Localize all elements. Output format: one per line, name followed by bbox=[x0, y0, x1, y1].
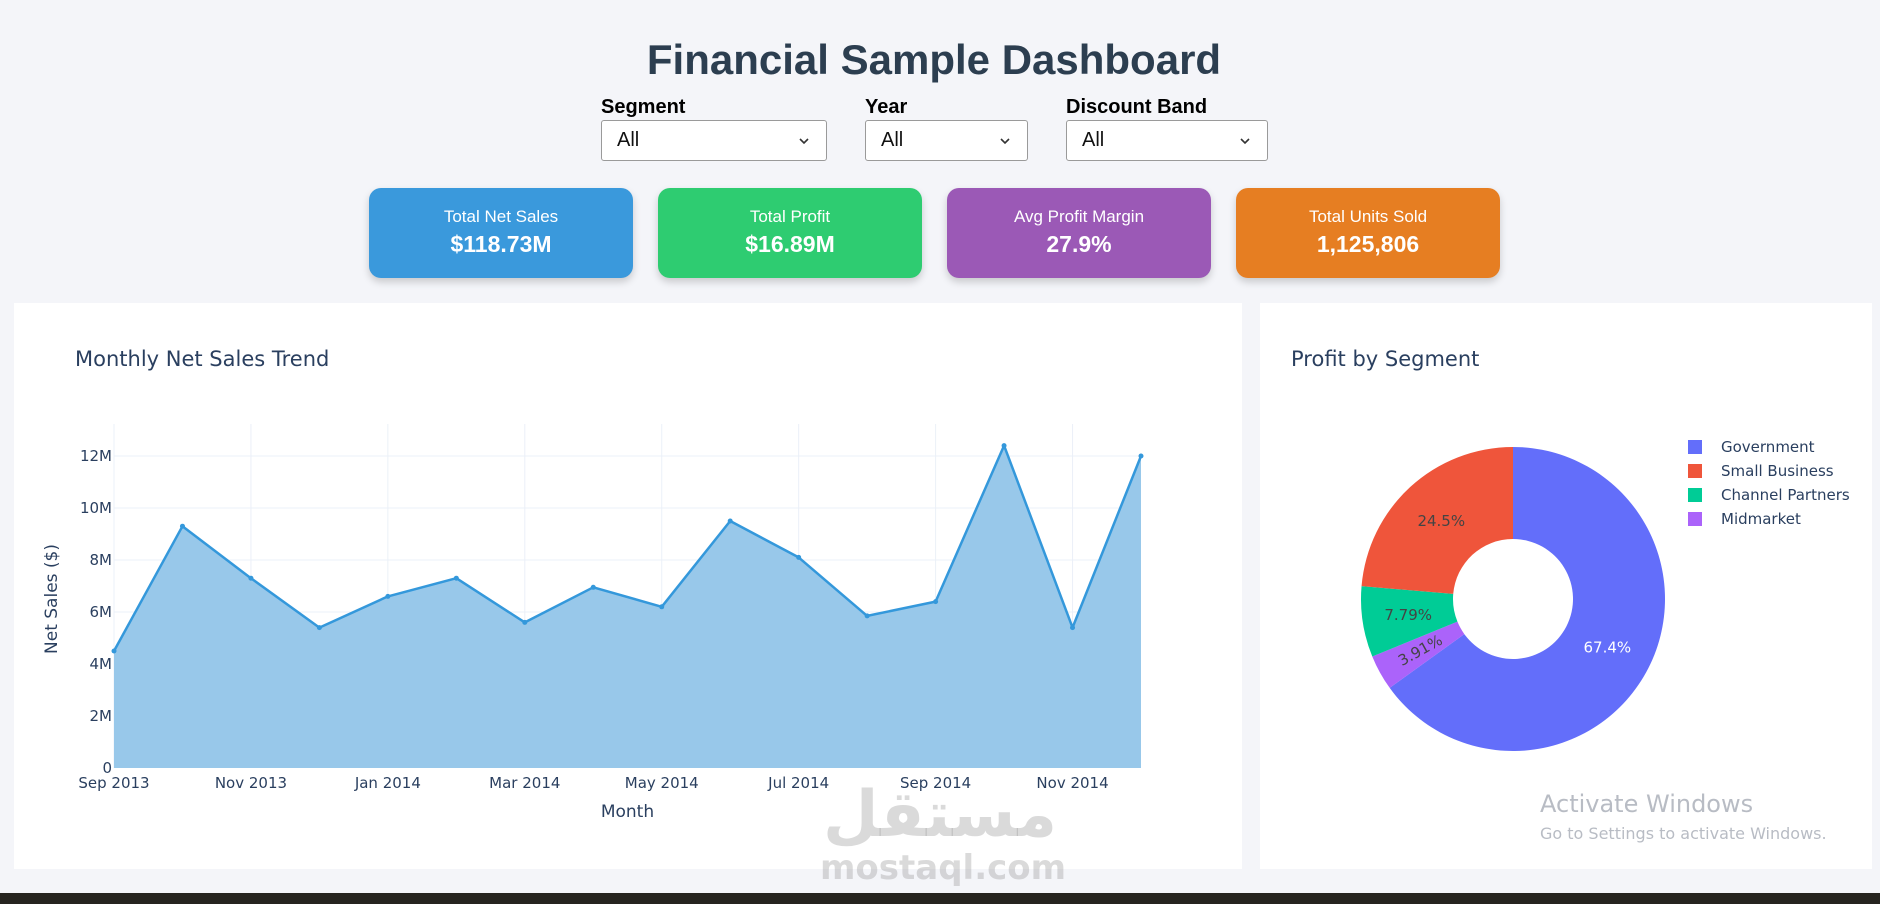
pie-slice bbox=[1389, 447, 1665, 751]
pie-slice bbox=[1361, 586, 1458, 657]
y-tick-label: 6M bbox=[90, 603, 113, 621]
legend-swatch bbox=[1688, 464, 1702, 478]
slice-label: 7.79% bbox=[1384, 606, 1432, 624]
chevron-down-icon bbox=[1240, 137, 1250, 144]
x-tick-label: Sep 2013 bbox=[78, 774, 149, 792]
kpi-label: Total Profit bbox=[749, 207, 831, 226]
year-dropdown[interactable]: All bbox=[865, 120, 1028, 161]
kpi-value: $16.89M bbox=[745, 231, 835, 257]
discount-band-dropdown-value: All bbox=[1082, 129, 1105, 151]
mostaql-watermark: مستقل mostaql.com bbox=[820, 778, 1067, 888]
activate-windows-subtitle: Go to Settings to activate Windows. bbox=[1540, 824, 1827, 843]
x-axis-label: Month bbox=[601, 802, 654, 822]
year-filter: Year All bbox=[865, 96, 1028, 161]
legend-label: Government bbox=[1721, 438, 1815, 456]
segment-filter-label: Segment bbox=[601, 96, 686, 118]
slice-label: 24.5% bbox=[1417, 512, 1465, 530]
sales-trend-panel: Monthly Net Sales Trend 0 2M 4M 6M 8M 10M 12M S… bbox=[14, 303, 1242, 869]
kpi-value: $118.73M bbox=[450, 231, 552, 257]
x-tick-label: Jul 2014 bbox=[767, 774, 829, 792]
profit-segment-panel: Profit by Segment 67.4% 3.91% 7.79% 24.5% Go… bbox=[1260, 303, 1872, 869]
discount-band-dropdown[interactable]: All bbox=[1066, 120, 1268, 161]
discount-band-filter: Discount Band All bbox=[1066, 96, 1268, 161]
x-tick-label: May 2014 bbox=[625, 774, 699, 792]
taskbar bbox=[0, 893, 1880, 904]
y-tick-label: 0 bbox=[102, 759, 112, 777]
data-point bbox=[385, 593, 391, 599]
segment-filter: Segment All bbox=[601, 96, 827, 161]
area-fill bbox=[114, 445, 1141, 768]
y-tick-label: 2M bbox=[90, 707, 113, 725]
kpi-total-units-sold: Total Units Sold 1,125,806 bbox=[1236, 188, 1500, 278]
x-tick-label: Nov 2013 bbox=[215, 774, 287, 792]
kpi-total-net-sales: Total Net Sales $118.73M bbox=[369, 188, 633, 278]
chevron-down-icon bbox=[1000, 137, 1010, 144]
pie-slice bbox=[1372, 621, 1465, 688]
year-filter-label: Year bbox=[865, 96, 908, 118]
y-tick-label: 4M bbox=[90, 655, 113, 673]
legend-swatch bbox=[1688, 488, 1702, 502]
y-tick-label: 12M bbox=[80, 447, 112, 465]
data-point bbox=[1001, 443, 1007, 449]
segment-dropdown[interactable]: All bbox=[601, 120, 827, 161]
data-point bbox=[111, 648, 117, 654]
legend-label: Small Business bbox=[1721, 462, 1834, 480]
data-point bbox=[522, 619, 528, 625]
page-title: Financial Sample Dashboard bbox=[646, 36, 1222, 83]
y-tick-label: 8M bbox=[90, 551, 113, 569]
sales-trend-chart[interactable]: 0 2M 4M 6M 8M 10M 12M Sep 2013 Nov 2013 Jan 2014 M… bbox=[14, 303, 1242, 869]
kpi-label: Avg Profit Margin bbox=[1013, 207, 1145, 226]
watermark-latin: mostaql.com bbox=[820, 848, 1067, 888]
data-point bbox=[933, 599, 939, 605]
data-point bbox=[179, 523, 185, 529]
discount-band-filter-label: Discount Band bbox=[1066, 96, 1208, 118]
x-tick-label: Mar 2014 bbox=[489, 774, 560, 792]
kpi-label: Total Units Sold bbox=[1308, 207, 1428, 226]
data-point bbox=[659, 604, 665, 610]
y-tick-label: 10M bbox=[80, 499, 112, 517]
data-point bbox=[1070, 625, 1076, 631]
legend-swatch bbox=[1688, 512, 1702, 526]
legend-label: Channel Partners bbox=[1721, 486, 1850, 504]
data-point bbox=[1138, 453, 1144, 459]
data-point bbox=[248, 575, 254, 581]
x-tick-label: Nov 2014 bbox=[1036, 774, 1108, 792]
data-point bbox=[727, 518, 733, 524]
pie-slice bbox=[1361, 447, 1513, 594]
x-tick-label: Sep 2014 bbox=[900, 774, 971, 792]
kpi-value: 27.9% bbox=[1046, 231, 1112, 257]
kpi-label: Total Net Sales bbox=[443, 207, 559, 226]
kpi-value: 1,125,806 bbox=[1316, 231, 1420, 257]
segment-dropdown-value: All bbox=[617, 129, 640, 151]
profit-segment-title: Profit by Segment bbox=[1291, 347, 1480, 371]
series-line bbox=[112, 444, 1143, 652]
data-point bbox=[316, 625, 322, 631]
watermark-arabic: مستقل bbox=[822, 778, 1058, 852]
activate-windows-watermark: Activate Windows Go to Settings to activ… bbox=[1540, 790, 1827, 843]
data-point bbox=[796, 554, 802, 560]
kpi-total-profit: Total Profit $16.89M bbox=[658, 188, 922, 278]
x-tick-label: Jan 2014 bbox=[354, 774, 421, 792]
legend-label: Midmarket bbox=[1721, 510, 1801, 528]
y-axis-label: Net Sales ($) bbox=[42, 544, 62, 654]
chevron-down-icon bbox=[799, 137, 809, 144]
sales-trend-title: Monthly Net Sales Trend bbox=[75, 347, 330, 371]
data-point bbox=[864, 613, 870, 619]
data-point bbox=[453, 575, 459, 581]
legend-swatch bbox=[1688, 440, 1702, 454]
activate-windows-title: Activate Windows bbox=[1540, 790, 1754, 818]
slice-label: 67.4% bbox=[1584, 638, 1632, 656]
year-dropdown-value: All bbox=[881, 129, 904, 151]
kpi-avg-profit-margin: Avg Profit Margin 27.9% bbox=[947, 188, 1211, 278]
data-point bbox=[590, 584, 596, 590]
